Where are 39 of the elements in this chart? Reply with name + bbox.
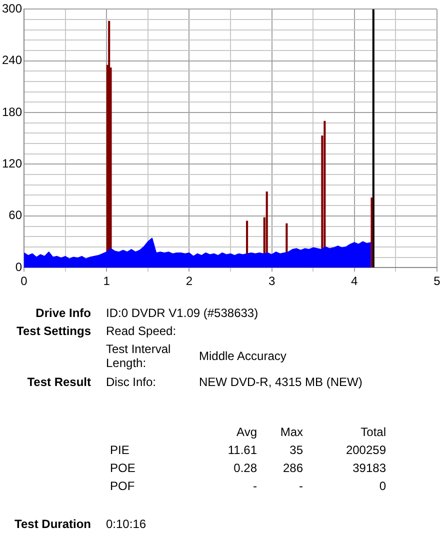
text: Total: [360, 425, 386, 439]
y-tick-label: 300: [2, 2, 22, 16]
x-tick-label: 5: [434, 274, 441, 288]
text: POF: [110, 479, 135, 493]
text: 0:10:16: [106, 517, 148, 531]
text: Test Settings: [16, 324, 91, 338]
bar: [370, 198, 373, 268]
y-tick-label: 120: [2, 156, 22, 171]
text: Read Speed:: [106, 324, 178, 338]
text: Test Duration: [14, 517, 91, 531]
text: NEW DVD-R, 4315 MB (NEW): [199, 375, 364, 389]
text: Test Interval Length:: [106, 342, 172, 370]
y-tick-label: 240: [2, 53, 22, 68]
text: Disc Info:: [106, 375, 156, 389]
x-tick-label: 4: [351, 274, 358, 288]
text: Test Result: [26, 375, 91, 389]
text: 200259: [346, 443, 386, 457]
text: Drive Info: [34, 306, 91, 320]
bar: [372, 9, 374, 268]
text: 0.28: [234, 461, 257, 475]
text: Avg: [236, 425, 257, 439]
x-tick-label: 2: [186, 274, 193, 288]
x-tick-label: 3: [268, 274, 276, 288]
text: 35: [290, 443, 303, 457]
text: 11.61: [228, 443, 257, 457]
text: POE: [110, 461, 136, 475]
text: ID:0 DVDR V1.09 (#538633): [106, 306, 260, 320]
text: 0: [379, 479, 386, 493]
text: PIE: [110, 443, 130, 457]
y-tick-label: 0: [15, 260, 22, 274]
text: 286: [282, 461, 303, 475]
text: 39183: [352, 461, 386, 475]
y-tick-label: 180: [2, 104, 22, 119]
text: -: [253, 479, 257, 493]
y-tick-label: 60: [8, 208, 22, 222]
text: Max: [280, 425, 303, 439]
text: Middle Accuracy: [199, 349, 288, 363]
text: -: [299, 479, 303, 493]
x-tick-label: 1: [103, 274, 110, 288]
